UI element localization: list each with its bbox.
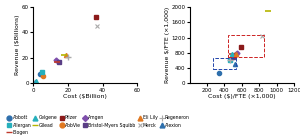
X-axis label: Cost ($)/FTE (×1,000): Cost ($)/FTE (×1,000) — [208, 94, 276, 99]
X-axis label: Cost ($Billion): Cost ($Billion) — [63, 94, 107, 99]
Bar — [213, 58, 236, 69]
Y-axis label: Revenue ($Billions): Revenue ($Billions) — [15, 15, 20, 75]
Y-axis label: Revenue $/FTE (×1,000): Revenue $/FTE (×1,000) — [165, 7, 170, 83]
Legend: Abbott, Allergan, Biogen, Celgene, Gilead, Pfizer, AbbVie, Amgen, Bristol-Myers : Abbott, Allergan, Biogen, Celgene, Gilea… — [5, 113, 192, 137]
Bar — [228, 35, 264, 57]
